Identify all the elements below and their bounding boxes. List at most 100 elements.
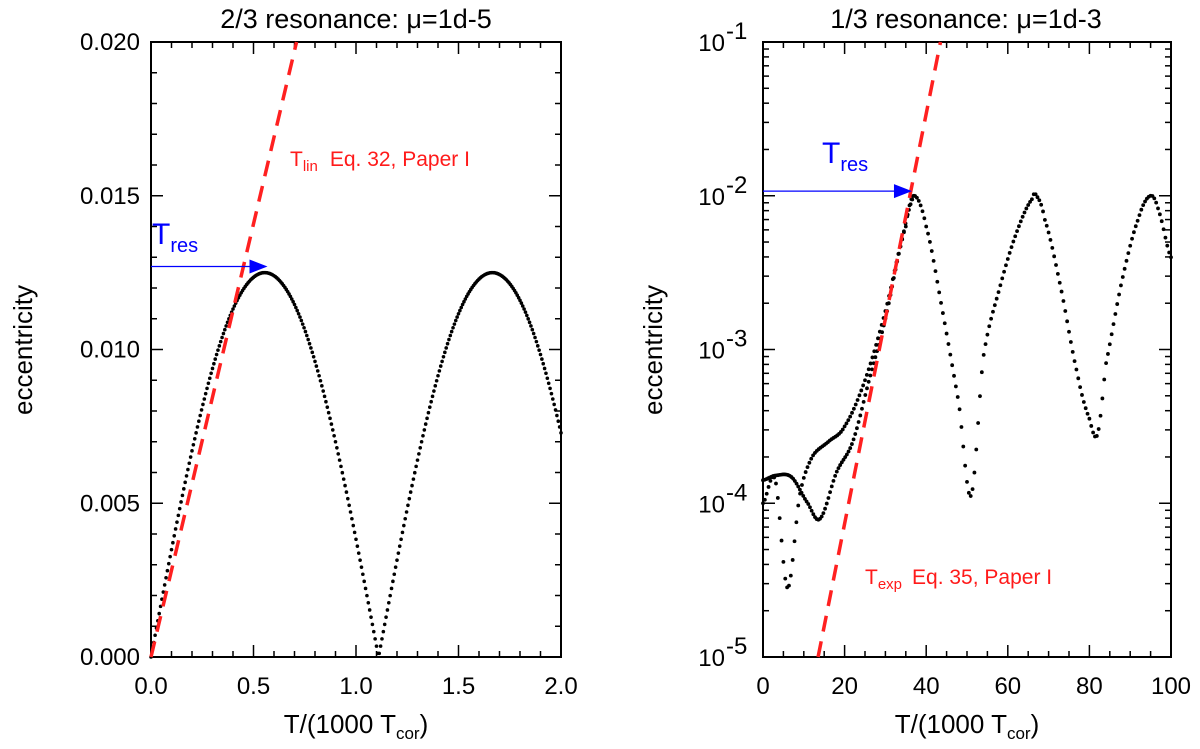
right-data-point: [848, 446, 853, 450]
left-data-point: [387, 600, 391, 605]
left-data-point: [176, 513, 181, 518]
right-data-point: [1087, 416, 1092, 421]
right-data-point: [1135, 218, 1140, 223]
right-data-point: [1104, 361, 1108, 366]
right-data-point: [1033, 192, 1038, 197]
right-data-point: [1111, 322, 1116, 327]
left-data-point: [315, 369, 320, 373]
left-data-point: [533, 335, 537, 340]
right-data-point: [1061, 299, 1066, 303]
right-data-point: [762, 497, 767, 502]
left-data-point: [403, 516, 408, 521]
left-data-point: [400, 530, 405, 535]
left-data-point: [419, 439, 424, 444]
right-data-point: [781, 560, 786, 564]
left-x-tick-label: 1.0: [339, 673, 372, 700]
left-data-point: [540, 357, 544, 361]
left-data-point: [362, 579, 367, 584]
left-data-point: [414, 464, 418, 469]
left-data-point: [157, 611, 161, 616]
right-texp-fit-line: [816, 41, 943, 658]
right-data-point: [1122, 266, 1127, 271]
right-data-point: [783, 576, 788, 581]
left-data-point: [335, 446, 339, 450]
right-x-tick-label: 100: [1151, 673, 1191, 700]
right-data-point: [965, 479, 969, 484]
left-data-point: [289, 297, 294, 301]
left-data-point: [371, 629, 376, 634]
left-data-point: [460, 302, 465, 307]
right-data-point: [922, 216, 927, 221]
left-data-point: [300, 322, 305, 326]
right-data-point: [860, 406, 864, 411]
left-data-point: [220, 335, 224, 340]
left-data-point: [402, 523, 406, 528]
right-data-point: [1022, 210, 1027, 215]
right-data-point: [761, 501, 765, 506]
right-data-point: [974, 447, 979, 452]
left-y-axis-label: eccentricity: [8, 285, 38, 415]
right-data-point: [1011, 239, 1016, 244]
right-data-point: [766, 485, 771, 489]
left-data-point: [388, 593, 392, 598]
right-data-point: [856, 420, 861, 424]
left-data-point: [537, 348, 541, 352]
right-data-point: [806, 502, 811, 506]
right-data-point: [880, 330, 884, 335]
right-data-point: [955, 395, 960, 399]
right-data-point: [939, 300, 943, 305]
right-data-point: [985, 332, 990, 337]
left-data-point: [462, 299, 466, 304]
right-data-point: [798, 487, 802, 492]
left-data-point: [358, 558, 362, 562]
right-data-point: [1165, 243, 1170, 248]
left-data-points: [149, 270, 563, 659]
right-data-point: [851, 406, 856, 411]
right-data-point: [953, 384, 958, 389]
left-data-point: [552, 402, 556, 407]
right-data-point: [831, 478, 836, 483]
right-data-point: [828, 490, 832, 495]
right-data-point: [924, 224, 929, 229]
left-data-point: [294, 305, 298, 310]
left-data-point: [214, 352, 219, 357]
right-data-point: [1106, 352, 1110, 356]
left-data-point: [344, 490, 349, 494]
left-data-point: [408, 490, 413, 494]
left-data-point: [389, 586, 394, 591]
left-data-point: [320, 384, 324, 388]
right-data-point: [944, 331, 949, 336]
right-data-point: [1041, 209, 1045, 214]
right-data-point: [1072, 359, 1077, 364]
right-data-point: [1167, 250, 1172, 255]
left-data-point: [549, 391, 554, 396]
right-y-tick-label: 10: [698, 30, 725, 57]
right-data-point: [858, 413, 863, 418]
right-data-point: [959, 425, 964, 429]
left-data-point: [534, 339, 539, 344]
right-data-point: [1067, 329, 1071, 334]
right-data-point: [809, 456, 814, 461]
left-data-point: [310, 350, 315, 355]
right-data-point: [1094, 434, 1099, 438]
left-data-point: [544, 371, 548, 376]
left-data-point: [207, 376, 212, 381]
left-y-tick-label: 0.015: [80, 183, 140, 210]
right-data-point: [976, 421, 981, 425]
right-data-point: [966, 490, 971, 495]
right-data-point: [787, 583, 791, 588]
right-data-point: [963, 463, 968, 468]
right-data-point: [855, 426, 859, 431]
left-data-point: [337, 458, 342, 462]
right-data-point: [1076, 376, 1081, 381]
left-data-point: [359, 565, 364, 569]
right-data-point: [1081, 400, 1086, 404]
left-data-point: [295, 308, 300, 313]
right-data-point: [1048, 238, 1053, 242]
right-y-tick-label: 10: [698, 184, 725, 211]
right-data-point: [1109, 332, 1114, 337]
left-y-tick-label: 0.005: [80, 490, 140, 517]
right-data-point: [826, 496, 831, 500]
right-data-point: [940, 311, 945, 315]
